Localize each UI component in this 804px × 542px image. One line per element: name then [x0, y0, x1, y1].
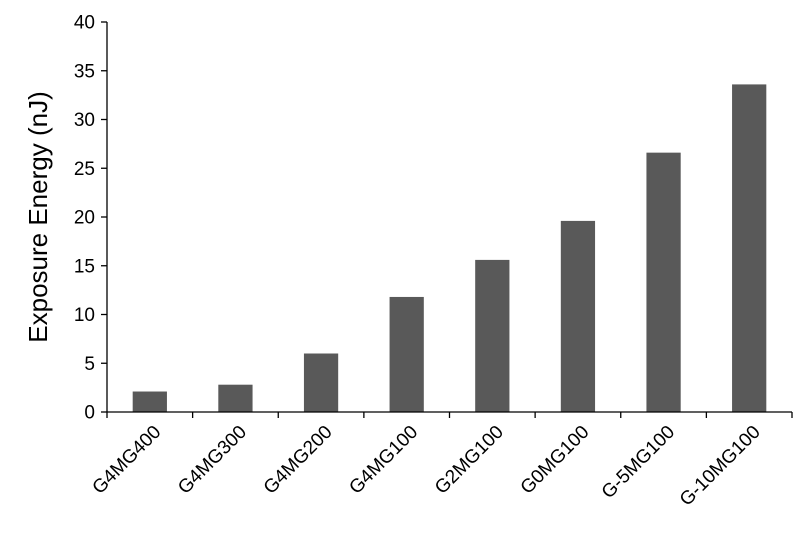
y-tick-label: 40 — [74, 13, 95, 34]
bar-g4mg400 — [132, 391, 167, 412]
x-tick-label: G4MG300 — [174, 422, 251, 499]
y-tick-label: 5 — [84, 354, 95, 375]
y-ticks-group: 0 5 10 15 20 25 30 35 40 — [74, 13, 107, 424]
bar-g4mg100 — [389, 296, 424, 412]
x-tick-label: G4MG100 — [345, 422, 422, 499]
bar-g0mg100 — [560, 220, 596, 412]
axes-group — [106, 22, 792, 413]
y-axis-label: Exposure Energy (nJ) — [23, 91, 53, 342]
y-tick-label: 25 — [74, 159, 95, 180]
y-tick-label: 0 — [84, 403, 95, 424]
bar-g4mg300 — [218, 384, 253, 412]
y-tick-label: 35 — [74, 61, 95, 82]
x-tick-label: G2MG100 — [431, 422, 508, 499]
x-tick-label: G0MG100 — [517, 422, 594, 499]
bar-g-10mg100 — [732, 84, 767, 413]
x-tick-label: G4MG200 — [260, 422, 337, 499]
x-ticks-group: G4MG400 G4MG300 G4MG200 G4MG100 G2MG100 G0MG1… — [89, 412, 793, 511]
y-tick-label: 15 — [74, 256, 95, 277]
y-tick-label: 20 — [74, 208, 95, 229]
x-tick-label: G4MG400 — [89, 422, 166, 499]
bar-g2mg100 — [475, 259, 510, 412]
y-tick-label: 10 — [74, 305, 95, 326]
x-tick-label: G-10MG100 — [676, 422, 765, 511]
x-tick-label: G-5MG100 — [598, 422, 679, 503]
bar-g-5mg100 — [646, 152, 681, 412]
bars-group — [132, 84, 767, 413]
bar-g4mg200 — [303, 353, 339, 412]
y-tick-label: 30 — [74, 110, 95, 131]
